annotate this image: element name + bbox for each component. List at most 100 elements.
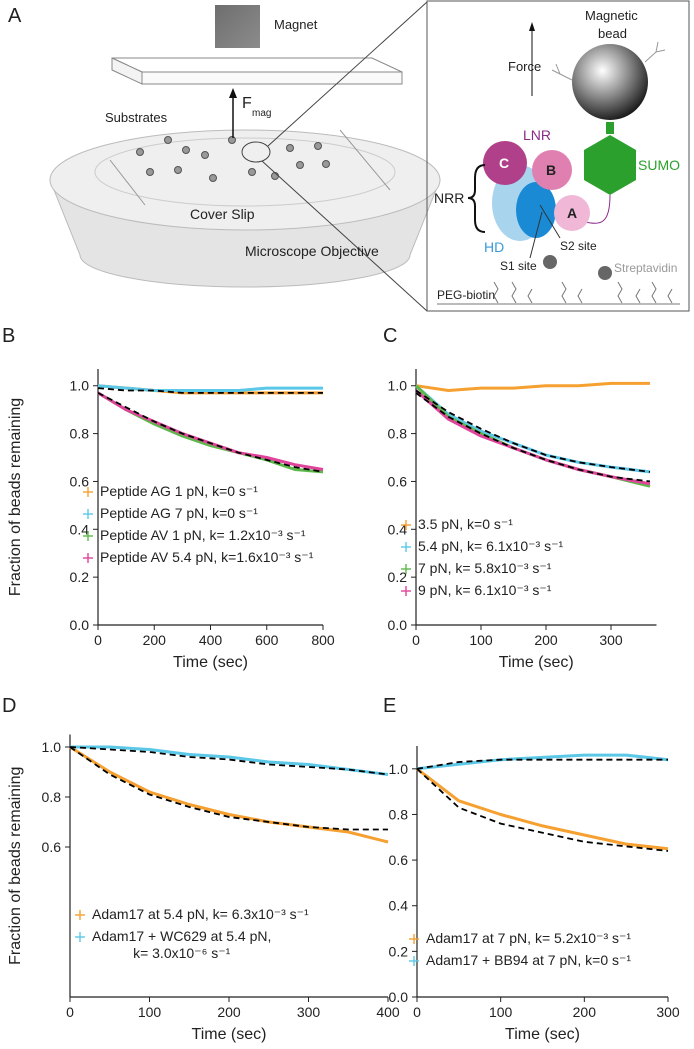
brace [467, 164, 486, 233]
data-line [97, 384, 323, 392]
legend-item: Adam17 at 7 pN, k= 5.2x10⁻³ s⁻¹ [426, 930, 632, 946]
fit-line [416, 768, 669, 852]
fit-line [69, 746, 388, 831]
data-line [414, 384, 651, 488]
x-axis-label: Time (sec) [505, 1026, 580, 1043]
panel-letter: B [2, 325, 15, 347]
label: Streptavidin [614, 261, 677, 275]
peg [493, 281, 673, 304]
label: Magnetic [585, 8, 638, 23]
x-tick-label: 600 [255, 632, 279, 648]
arrow-head [529, 22, 535, 31]
legend-item: Peptide AG 7 pN, k=0 s⁻¹ [100, 505, 258, 521]
data-line [70, 745, 389, 776]
legend-item: Adam17 + BB94 at 7 pN, k=0 s⁻¹ [426, 952, 632, 968]
x-tick-label: 400 [376, 1004, 400, 1020]
legend-item: Peptide AV 5.4 pN, k=1.6x10⁻³ s⁻¹ [100, 549, 314, 565]
data-line [415, 381, 650, 392]
linker [584, 194, 611, 224]
data-line [415, 389, 651, 486]
fit-line [97, 392, 324, 473]
label: bead [598, 26, 627, 41]
legend-item: 3.5 pN, k=0 s⁻¹ [418, 516, 513, 532]
y-tick-label: 0.8 [42, 789, 62, 805]
zoom-circle [241, 141, 271, 163]
x-tick-label: 0 [413, 1004, 421, 1020]
y-axis-label: Fraction of beads remaining [7, 398, 24, 596]
label: Substrates [105, 110, 168, 125]
lnr-c [483, 141, 527, 185]
y-tick-label: 0.4 [388, 521, 408, 537]
legend-item: 9 pN, k= 6.1x10⁻³ s⁻¹ [418, 582, 552, 598]
y-tick-label: 0.2 [389, 943, 409, 959]
y-tick-label: 0.6 [389, 852, 409, 868]
slide [111, 57, 403, 73]
inset-box [426, 0, 690, 312]
label: Cover Slip [190, 206, 255, 222]
y-tick-label: 1.0 [42, 739, 62, 755]
x-tick-label: 0 [94, 632, 102, 648]
pointer [339, 129, 391, 191]
x-axis-label: Time (sec) [192, 1026, 267, 1043]
x-tick-label: 300 [297, 1004, 321, 1020]
arrow-head [229, 88, 237, 98]
label: F [242, 95, 252, 112]
legend-item: Adam17 at 5.4 pN, k= 6.3x10⁻³ s⁻¹ [92, 906, 309, 922]
x-tick-label: 400 [199, 632, 223, 648]
sumo [584, 135, 636, 195]
x-tick-label: 300 [599, 632, 623, 648]
y-tick-label: 0.6 [42, 839, 62, 855]
zoom-line [261, 160, 428, 312]
label: SUMO [638, 157, 680, 173]
y-tick-label: 1.0 [70, 378, 90, 394]
x-tick-label: 100 [489, 1004, 513, 1020]
lnr-b [532, 150, 572, 190]
y-tick-label: 0.4 [389, 898, 409, 914]
y-tick-label: 0.2 [70, 569, 90, 585]
x-tick-label: 800 [311, 632, 335, 648]
slide [111, 57, 143, 85]
fit-line [416, 758, 668, 770]
antenna [551, 41, 666, 81]
x-tick-label: 100 [138, 1004, 162, 1020]
y-axis-label: Fraction of beads remaining [7, 767, 24, 965]
label: Magnet [274, 17, 318, 32]
panel-letter: E [383, 695, 396, 717]
label: NRR [434, 190, 464, 206]
panel-a: A Magnet Substrates F mag Cover Slip Mic… [8, 0, 690, 312]
y-tick-label: 0.0 [389, 989, 409, 1005]
legend-item: Adam17 + WC629 at 5.4 pN, k= 3.0x10⁻⁶ s⁻… [92, 928, 272, 961]
slide [141, 71, 403, 85]
linker [606, 122, 614, 134]
y-tick-label: 0.0 [70, 617, 90, 633]
x-tick-label: 0 [66, 1004, 74, 1020]
y-tick-label: 0.2 [388, 569, 408, 585]
zoom-line [267, 1, 428, 147]
data-line [97, 391, 324, 474]
label: S2 site [560, 239, 597, 253]
streptavidin [598, 266, 612, 280]
cover-slip-rim [94, 137, 396, 207]
label: B [546, 162, 556, 178]
y-tick-label: 0.4 [70, 521, 90, 537]
panel-letter: D [2, 695, 16, 717]
x-tick-label: 200 [143, 632, 167, 648]
magnetic-bead [572, 44, 648, 120]
label: C [499, 155, 509, 171]
x-tick-label: 0 [412, 632, 420, 648]
label: S1 site [500, 259, 537, 273]
y-tick-label: 1.0 [389, 761, 409, 777]
data-line [69, 745, 389, 844]
label: mag [252, 108, 271, 119]
data-line [97, 391, 324, 471]
y-tick-label: 0.8 [70, 426, 90, 442]
lnr-a [554, 195, 590, 231]
legend-item: 7 pN, k= 5.8x10⁻³ s⁻¹ [418, 560, 552, 576]
y-tick-label: 0.6 [388, 473, 408, 489]
panel-letter: A [8, 5, 22, 27]
data-line [416, 767, 669, 851]
label: HD [484, 239, 504, 255]
y-tick-label: 1.0 [388, 378, 408, 394]
y-tick-label: 0.8 [388, 426, 408, 442]
label: A [567, 205, 577, 221]
